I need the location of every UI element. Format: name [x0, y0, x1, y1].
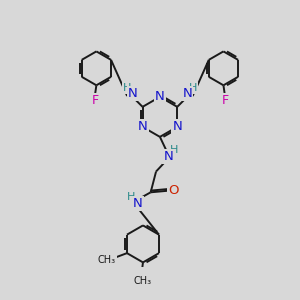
Text: H: H — [188, 83, 197, 93]
Text: H: H — [169, 145, 178, 155]
Text: N: N — [172, 120, 182, 134]
Text: N: N — [182, 87, 192, 100]
Text: F: F — [91, 94, 98, 107]
Text: H: H — [127, 192, 135, 202]
Text: O: O — [169, 184, 179, 196]
Text: CH₃: CH₃ — [98, 255, 116, 265]
Text: N: N — [164, 150, 173, 163]
Text: CH₃: CH₃ — [133, 276, 151, 286]
Text: N: N — [155, 90, 165, 103]
Text: F: F — [221, 94, 229, 107]
Text: N: N — [133, 197, 142, 210]
Text: N: N — [138, 120, 147, 134]
Text: H: H — [123, 83, 131, 93]
Text: N: N — [128, 87, 137, 100]
